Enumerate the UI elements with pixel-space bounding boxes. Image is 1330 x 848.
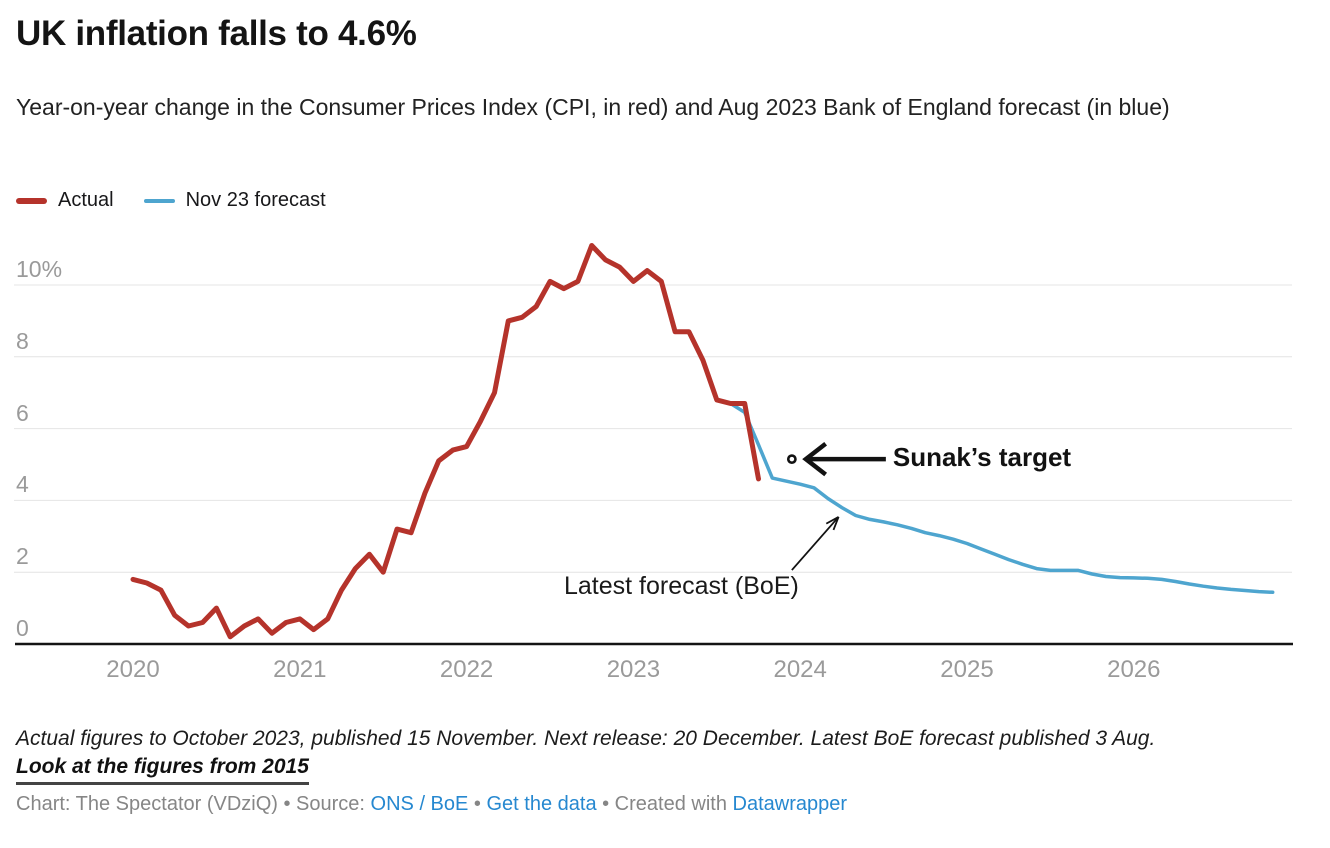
y-axis-tick-label: 4	[16, 471, 29, 498]
x-axis-tick-label: 2022	[439, 656, 494, 683]
y-axis-tick-label: 2	[16, 543, 29, 570]
byline: Chart: The Spectator (VDziQ) • Source: O…	[16, 793, 847, 816]
datawrapper-link[interactable]: Datawrapper	[732, 793, 848, 815]
legend-label-forecast: Nov 23 forecast	[185, 189, 326, 211]
latest-forecast-arrow-icon	[791, 516, 840, 571]
sunaks-target-label: Sunak’s target	[892, 442, 1072, 473]
chart-title: UK inflation falls to 4.6%	[16, 14, 417, 53]
legend: Actual Nov 23 forecast	[16, 189, 326, 212]
x-axis-tick-label: 2024	[773, 656, 827, 683]
x-axis-tick-label: 2020	[106, 656, 160, 683]
legend-swatch-actual-icon	[16, 197, 47, 204]
footnote: Actual figures to October 2023, publishe…	[16, 727, 1156, 750]
legend-item-forecast: Nov 23 forecast	[143, 189, 326, 212]
forecast-line	[728, 401, 1275, 595]
gridlines	[14, 284, 1292, 573]
source-link[interactable]: ONS / BoE	[370, 793, 469, 815]
latest-forecast-label: Latest forecast (BoE)	[564, 572, 799, 600]
legend-item-actual: Actual	[16, 189, 114, 212]
x-axis-tick-label: 2021	[273, 656, 327, 683]
legend-label-actual: Actual	[58, 189, 114, 211]
sunaks-target-marker	[786, 454, 797, 465]
y-axis-tick-label: 6	[16, 399, 29, 426]
get-the-data-link[interactable]: Get the data	[486, 793, 597, 815]
chart-subtitle: Year-on-year change in the Consumer Pric…	[16, 94, 1170, 120]
y-axis-tick-label: 10%	[16, 256, 63, 282]
x-axis-tick-label: 2026	[1107, 656, 1161, 683]
y-axis-tick-label: 0	[16, 615, 29, 641]
byline-created-with-text: • Created with	[596, 793, 733, 815]
sunaks-target-arrow-icon	[802, 441, 886, 477]
legend-swatch-forecast-icon	[143, 198, 175, 203]
x-axis-tick-label: 2023	[606, 656, 661, 683]
actual-line	[130, 243, 761, 640]
byline-separator: •	[468, 793, 487, 815]
figures-2015-link[interactable]: Look at the figures from 2015	[16, 755, 309, 785]
y-axis-tick-label: 8	[16, 327, 29, 354]
x-axis-tick-label: 2025	[940, 656, 994, 683]
byline-credit-text: Chart: The Spectator (VDziQ) • Source:	[16, 793, 371, 815]
